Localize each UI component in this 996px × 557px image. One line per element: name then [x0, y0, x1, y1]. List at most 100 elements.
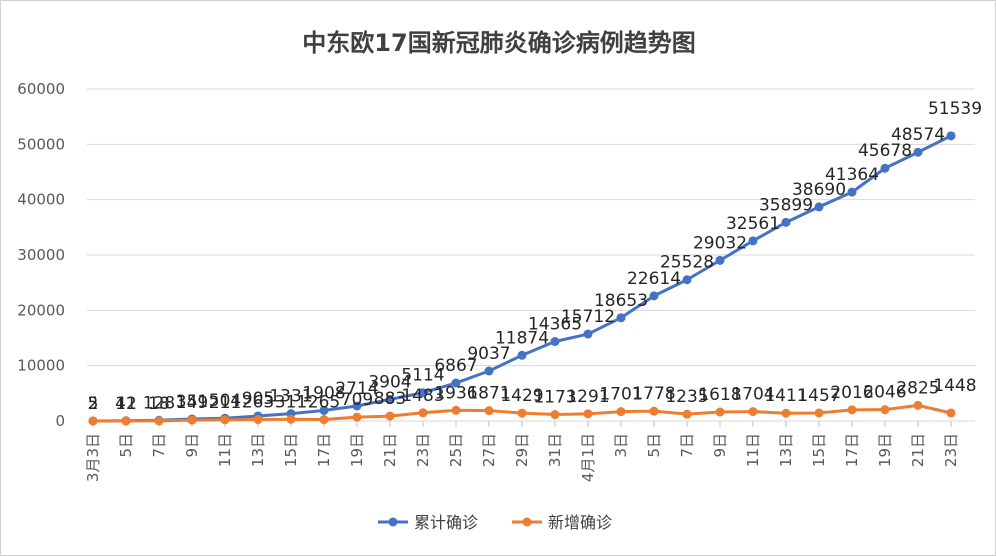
- data-point-0: [682, 275, 692, 285]
- x-tick-label: 19日: [348, 433, 366, 467]
- data-label-1: 1778: [632, 384, 675, 404]
- data-point-0: [319, 405, 329, 415]
- data-label-0: 15712: [561, 307, 615, 327]
- data-point-0: [550, 337, 560, 347]
- data-label-0: 3904: [368, 372, 411, 392]
- x-tick-label: 15日: [282, 433, 300, 467]
- data-point-0: [616, 313, 626, 323]
- legend-label-1: 新增确诊: [548, 513, 612, 532]
- data-label-1: 2016: [830, 383, 873, 403]
- y-tick-label: 0: [55, 412, 65, 430]
- x-tick-label: 7日: [678, 433, 696, 458]
- data-label-0: 22614: [627, 269, 681, 289]
- x-tick-label: 17日: [843, 433, 861, 467]
- data-point-0: [418, 388, 428, 398]
- data-label-1: 883: [374, 389, 406, 409]
- x-tick-label: 3日: [612, 433, 630, 458]
- data-label-0: 128: [143, 393, 175, 413]
- data-label-0: 5114: [401, 366, 444, 386]
- data-point-1: [814, 408, 824, 418]
- y-tick-label: 20000: [17, 301, 65, 319]
- data-label-0: 18653: [594, 291, 648, 311]
- data-point-1: [286, 414, 296, 424]
- data-label-0: 11874: [495, 328, 549, 348]
- data-label-0: 35899: [759, 195, 813, 215]
- data-point-1: [946, 408, 956, 418]
- x-tick-label: 5日: [117, 433, 135, 458]
- x-tick-label: 13日: [777, 433, 795, 467]
- x-tick-label: 21日: [381, 433, 399, 467]
- data-point-1: [220, 415, 230, 425]
- data-label-1: 263: [242, 393, 274, 413]
- data-point-0: [352, 401, 362, 411]
- data-label-0: 9037: [467, 344, 510, 364]
- series-line-0: [92, 134, 952, 423]
- x-tick-label: 25日: [447, 433, 465, 467]
- data-point-1: [649, 406, 659, 416]
- data-label-1: 311: [275, 392, 307, 412]
- legend-marker-1: [522, 517, 532, 527]
- data-point-1: [451, 405, 461, 415]
- data-label-0: 41364: [825, 165, 879, 185]
- data-label-1: 1618: [698, 385, 741, 405]
- y-tick-label: 50000: [17, 135, 65, 153]
- x-tick-label: 15日: [810, 433, 828, 467]
- data-label-0: 5: [88, 394, 99, 414]
- data-point-0: [451, 378, 461, 388]
- data-label-0: 14365: [528, 315, 582, 335]
- x-tick-label: 17日: [315, 433, 333, 467]
- data-label-1: 1429: [500, 386, 543, 406]
- y-tick-label: 10000: [17, 357, 65, 375]
- y-tick-label: 60000: [17, 80, 65, 98]
- data-point-0: [484, 366, 494, 376]
- data-label-1: 709: [341, 390, 373, 410]
- x-tick-label: 7日: [150, 433, 168, 458]
- data-label-0: 51539: [928, 99, 982, 119]
- data-label-0: 25528: [660, 253, 714, 273]
- data-point-0: [715, 255, 725, 265]
- chart-title: 中东欧17国新冠肺炎确诊病例趋势图: [302, 29, 696, 57]
- x-tick-label: 31日: [546, 433, 564, 467]
- data-label-1: 1871: [467, 384, 510, 404]
- data-label-1: 211: [209, 393, 241, 413]
- data-label-1: 1448: [933, 376, 976, 396]
- data-point-1: [550, 410, 560, 420]
- x-tick-label: 3月3日: [84, 433, 102, 482]
- data-label-0: 38690: [792, 180, 846, 200]
- x-tick-label: 11日: [744, 433, 762, 467]
- data-label-1: 1704: [731, 385, 774, 405]
- data-point-0: [913, 147, 923, 157]
- data-label-0: 6867: [434, 356, 477, 376]
- data-point-1: [682, 409, 692, 419]
- data-point-1: [913, 400, 923, 410]
- legend-marker-0: [388, 517, 398, 527]
- data-label-1: 149: [176, 393, 208, 413]
- data-point-0: [946, 131, 956, 141]
- y-tick-label: 40000: [17, 191, 65, 209]
- data-point-1: [616, 407, 626, 417]
- x-tick-label: 9日: [183, 433, 201, 458]
- data-point-1: [319, 415, 329, 425]
- data-label-1: 1701: [599, 385, 642, 405]
- data-label-1: 1173: [533, 388, 576, 408]
- data-point-1: [418, 408, 428, 418]
- data-label-1: 12: [115, 394, 137, 414]
- data-label-1: 2825: [896, 378, 939, 398]
- data-point-0: [781, 217, 791, 227]
- data-label-0: 32561: [726, 214, 780, 234]
- data-point-0: [814, 202, 824, 212]
- data-label-0: 2714: [335, 379, 378, 399]
- data-label-1: 1291: [566, 387, 609, 407]
- data-label-1: 1936: [434, 383, 477, 403]
- x-tick-label: 23日: [414, 433, 432, 467]
- data-point-0: [583, 329, 593, 339]
- y-tick-label: 30000: [17, 246, 65, 264]
- data-label-0: 1908: [302, 383, 345, 403]
- data-point-1: [187, 415, 197, 425]
- data-label-0: 351: [176, 392, 208, 412]
- data-point-0: [385, 394, 395, 404]
- x-tick-label: 5日: [645, 433, 663, 458]
- data-label-1: 1235: [665, 387, 708, 407]
